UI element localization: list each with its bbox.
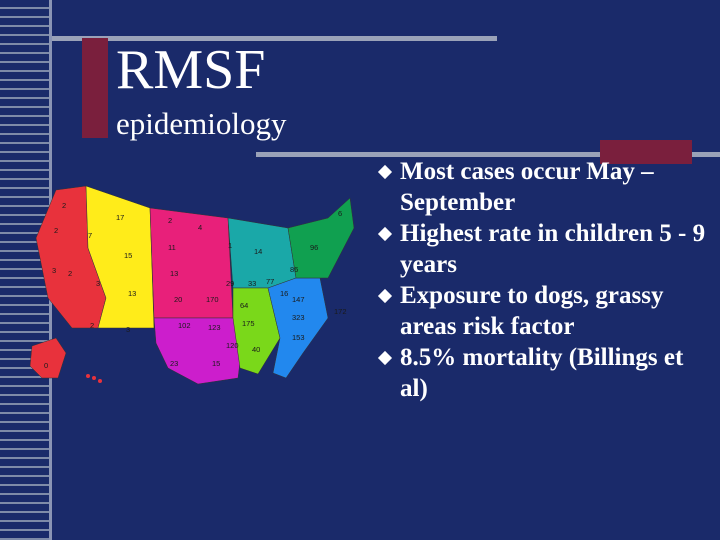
- slide-title: RMSF: [116, 39, 266, 101]
- bullet-item: 8.5% mortality (Billings et al): [377, 342, 710, 404]
- bullet-list: Most cases occur May – September Highest…: [377, 156, 710, 404]
- svg-text:7: 7: [88, 231, 92, 240]
- svg-text:23: 23: [170, 359, 178, 368]
- bullet-diamond-icon: [377, 164, 393, 180]
- svg-text:16: 16: [280, 289, 288, 298]
- svg-text:2: 2: [168, 216, 172, 225]
- top-rule: [52, 36, 497, 41]
- svg-text:13: 13: [170, 269, 178, 278]
- svg-text:2: 2: [68, 269, 72, 278]
- svg-text:11: 11: [168, 243, 176, 252]
- svg-text:15: 15: [124, 251, 132, 260]
- right-accent-bar: [600, 140, 692, 164]
- svg-text:6: 6: [338, 209, 342, 218]
- svg-text:29: 29: [226, 279, 234, 288]
- svg-text:4: 4: [198, 223, 202, 232]
- svg-text:175: 175: [242, 319, 255, 328]
- map-region-plains: [149, 207, 234, 319]
- map-region-south-central: [153, 317, 244, 385]
- svg-text:13: 13: [128, 289, 136, 298]
- slide-subtitle: epidemiology: [116, 106, 287, 141]
- bullet-item: Highest rate in children 5 - 9 years: [377, 218, 710, 280]
- svg-text:96: 96: [310, 243, 318, 252]
- svg-text:323: 323: [292, 313, 305, 322]
- bullet-diamond-icon: [377, 350, 393, 366]
- map-region-northeast: [287, 197, 355, 279]
- title-accent-bar: [82, 38, 108, 138]
- svg-text:2: 2: [90, 321, 94, 330]
- svg-text:3: 3: [96, 279, 100, 288]
- svg-text:153: 153: [292, 333, 305, 342]
- svg-text:17: 17: [116, 213, 124, 222]
- svg-text:0: 0: [44, 361, 48, 370]
- svg-text:2: 2: [54, 226, 58, 235]
- svg-text:3: 3: [126, 325, 130, 334]
- us-map-icon: 2 2 17 2 3 7 15 2 3 13 13 11 2 3 20 170 …: [29, 185, 355, 385]
- bottom-rule: [256, 152, 720, 157]
- svg-text:64: 64: [240, 301, 248, 310]
- bullet-diamond-icon: [377, 226, 393, 242]
- bullet-item: Exposure to dogs, grassy areas risk fact…: [377, 280, 710, 342]
- svg-text:14: 14: [254, 247, 262, 256]
- svg-text:1: 1: [228, 241, 232, 250]
- svg-text:86: 86: [290, 265, 298, 274]
- svg-text:3: 3: [52, 266, 56, 275]
- map-region-alaska: [29, 337, 67, 379]
- svg-text:15: 15: [212, 359, 220, 368]
- svg-text:77: 77: [266, 277, 274, 286]
- svg-text:33: 33: [248, 279, 256, 288]
- bullet-item: Most cases occur May – September: [377, 156, 710, 218]
- svg-text:102: 102: [178, 321, 191, 330]
- svg-text:170: 170: [206, 295, 219, 304]
- svg-text:123: 123: [208, 323, 221, 332]
- svg-text:40: 40: [252, 345, 260, 354]
- svg-text:172: 172: [334, 307, 347, 316]
- svg-text:120: 120: [226, 341, 239, 350]
- svg-text:20: 20: [174, 295, 182, 304]
- bullet-diamond-icon: [377, 288, 393, 304]
- svg-text:147: 147: [292, 295, 305, 304]
- svg-text:2: 2: [62, 201, 66, 210]
